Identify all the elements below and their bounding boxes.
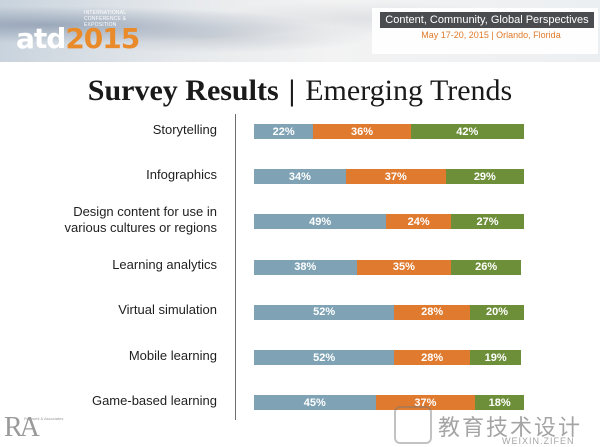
bar-value-label: 22% <box>272 125 295 138</box>
category-label-line: Learning analytics <box>112 257 217 273</box>
title-bold: Survey Results <box>87 74 279 107</box>
bar-value-label: 45% <box>303 396 326 409</box>
bar-segment: 28% <box>394 350 470 365</box>
bar-segment: 18% <box>475 395 524 411</box>
conference-banner: International Conference & Exposition at… <box>0 0 600 62</box>
logo-small-text: International Conference & Exposition <box>84 10 127 28</box>
bar-segment: 28% <box>394 304 470 320</box>
logo-atd: atd <box>16 22 66 55</box>
category-label-line: Design content for use in <box>73 203 217 219</box>
bar-value-label: 27% <box>476 215 499 228</box>
slide-title: Survey Results | Emerging Trends <box>0 74 600 108</box>
stacked-bar-chart: Storytelling 22% 36% 42% Infographics 34% 37% 2… <box>0 110 600 430</box>
category-label: Storytelling <box>0 122 217 138</box>
category-label: Virtual simulation <box>0 302 217 318</box>
category-label: Infographics <box>0 167 217 183</box>
bar-value-label: 37% <box>414 396 437 409</box>
bar-value-label: 38% <box>294 261 317 274</box>
bar-segment: 35% <box>356 259 452 275</box>
category-label-line: various cultures or regions <box>64 219 217 235</box>
category-label: Mobile learning <box>0 348 217 364</box>
bar-segment: 34% <box>254 169 346 185</box>
bar-value-label: 49% <box>309 215 332 228</box>
bar-segment: 29% <box>445 169 524 185</box>
bar-segment: 52% <box>254 350 395 365</box>
category-label: Game-based learning <box>0 393 217 409</box>
bar-value-label: 18% <box>488 396 511 409</box>
watermark-icon <box>394 406 432 444</box>
conference-tagline: Content, Community, Global Perspectives <box>380 12 594 28</box>
watermark-text: 教育技术设计 <box>438 416 583 441</box>
bar-value-label: 36% <box>350 125 373 138</box>
bar-segment: 24% <box>386 214 452 230</box>
bar-value-label: 52% <box>313 351 336 364</box>
bar-segment: 37% <box>375 395 476 411</box>
bar-segment: 36% <box>313 124 411 139</box>
bar-value-label: 19% <box>484 351 507 364</box>
category-label: Learning analytics <box>0 257 217 273</box>
bar-segment: 27% <box>451 214 524 230</box>
conference-date: May 17-20, 2015 | Orlando, Florida <box>421 30 561 40</box>
watermark: 教育技术设计 WEIXIN.ZIFEN <box>390 404 600 447</box>
bar-value-label: 28% <box>421 351 444 364</box>
category-label-line: Infographics <box>146 166 217 182</box>
category-label-line: Storytelling <box>152 121 217 137</box>
logo-year: 2015 <box>65 22 140 55</box>
bar-segment: 20% <box>470 304 524 320</box>
title-separator: | <box>288 74 296 107</box>
bar-segment: 22% <box>254 124 314 139</box>
bar-segment: 38% <box>254 259 357 275</box>
title-rest: Emerging Trends <box>305 74 513 107</box>
category-axis-line <box>235 114 236 420</box>
atd-logo: atd2015 <box>16 22 140 55</box>
bar-value-label: 37% <box>384 170 407 183</box>
bar-value-label: 20% <box>485 306 509 319</box>
bar-segment: 45% <box>254 395 376 411</box>
bar-segment: 49% <box>254 214 387 230</box>
bar-value-label: 26% <box>475 261 498 274</box>
bar-value-label: 42% <box>456 125 479 138</box>
bar-value-label: 35% <box>392 261 415 274</box>
bar-value-label: 24% <box>407 215 430 228</box>
category-label-line: Virtual simulation <box>118 302 217 318</box>
category-label-line: Game-based learning <box>91 392 217 408</box>
category-label-line: Mobile learning <box>128 347 217 363</box>
corner-logo: RA Rothwell & Associates <box>0 410 70 447</box>
watermark-subtext: WEIXIN.ZIFEN <box>502 436 575 446</box>
corner-logo-caption: Rothwell & Associates <box>24 416 64 421</box>
bar-segment: 26% <box>451 259 522 275</box>
bar-segment: 52% <box>254 304 395 320</box>
bar-value-label: 29% <box>473 170 496 183</box>
bar-value-label: 52% <box>313 306 336 319</box>
bar-segment: 42% <box>410 124 524 139</box>
bar-segment: 37% <box>345 169 446 185</box>
bar-segment: 19% <box>470 350 522 365</box>
category-label: Design content for use in various culture… <box>0 204 217 236</box>
bar-value-label: 34% <box>288 170 311 183</box>
bar-value-label: 28% <box>421 306 444 319</box>
corner-logo-monogram: RA <box>4 412 40 443</box>
